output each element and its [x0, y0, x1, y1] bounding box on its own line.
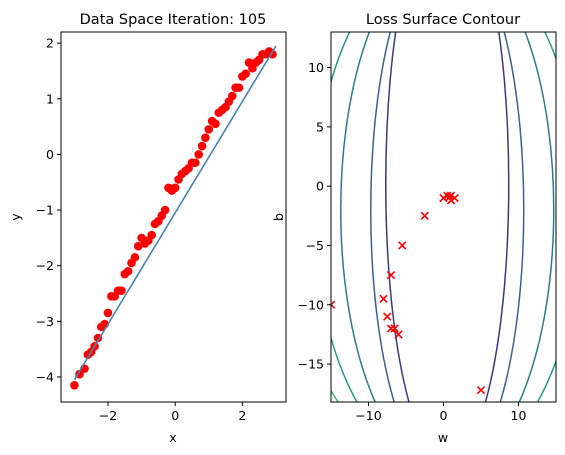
path-marker — [386, 270, 396, 280]
data-point — [227, 91, 237, 101]
path-marker — [420, 211, 429, 220]
right-ytick-label: 10 — [308, 60, 324, 75]
contour-line — [370, 32, 525, 402]
contour-line — [340, 32, 555, 402]
path-marker — [398, 241, 407, 250]
data-point — [191, 158, 200, 168]
left-ytick-label: −2 — [36, 258, 54, 273]
data-point — [194, 150, 203, 159]
left-xtick-label: 0 — [171, 408, 179, 423]
right-plot-area — [331, 32, 556, 402]
left-y-axis-label: y — [8, 213, 23, 221]
right-ytick-label: −15 — [298, 357, 324, 372]
right-xtick-label: 0 — [440, 408, 448, 423]
path-marker — [383, 312, 392, 321]
right-y-axis-label: b — [271, 213, 286, 221]
left-plot-area — [70, 45, 277, 390]
right-ytick-label: 0 — [316, 179, 324, 194]
left-xtick-label: 2 — [238, 408, 246, 423]
right-ytick-label: −5 — [306, 238, 324, 253]
contour-line — [331, 32, 556, 402]
data-point — [234, 83, 244, 92]
path-marker — [386, 324, 396, 333]
data-point — [133, 241, 143, 251]
path-marker — [394, 330, 403, 339]
left-axes-frame — [60, 31, 287, 403]
data-point — [117, 286, 126, 296]
data-point — [103, 308, 113, 318]
left-ytick-label: −4 — [36, 369, 54, 384]
path-marker — [331, 300, 336, 309]
data-point — [123, 266, 133, 276]
data-point — [204, 125, 214, 134]
path-marker — [476, 385, 486, 395]
right-ticks: −10 0 10 −15 −10 −5 0 5 10 — [298, 60, 527, 423]
left-ytick-label: 2 — [46, 36, 54, 51]
left-ytick-label: 1 — [46, 91, 54, 106]
right-chart-title: Loss Surface Contour — [366, 12, 520, 28]
data-point — [197, 141, 207, 151]
right-xtick-label: −10 — [355, 408, 381, 423]
left-x-axis-label: x — [169, 430, 176, 445]
path-marker — [445, 192, 454, 202]
left-ytick-label: 0 — [46, 147, 54, 162]
contour-line — [385, 32, 510, 402]
left-ytick-label: −1 — [36, 203, 54, 218]
left-chart-title: Data Space Iteration: 105 — [80, 12, 267, 28]
right-xtick-label: 10 — [511, 408, 527, 423]
right-x-axis-label: w — [438, 430, 448, 445]
left-ytick-label: −3 — [36, 314, 54, 329]
data-point — [170, 183, 180, 193]
data-point — [147, 230, 156, 240]
data-point — [160, 205, 170, 215]
data-point — [201, 133, 210, 143]
data-point — [241, 69, 251, 79]
right-ytick-label: 5 — [316, 119, 324, 134]
right-ytick-label: −10 — [298, 297, 324, 312]
left-ticks: −2 0 2 −4 −3 −2 −1 0 1 2 — [36, 36, 247, 423]
fit-line — [73, 45, 277, 381]
data-point — [130, 253, 140, 262]
path-marker — [379, 294, 388, 303]
data-point — [211, 119, 220, 129]
data-point — [70, 381, 79, 390]
right-axes-frame — [330, 31, 557, 403]
loss-surface-chart: Loss Surface Contour w b −10 0 10 −15 −10 −5 0… — [271, 12, 557, 445]
data-space-chart: Data Space Iteration: 105 x y −2 0 2−4−3−2… — [8, 12, 287, 445]
left-xtick-label: −2 — [99, 408, 117, 423]
